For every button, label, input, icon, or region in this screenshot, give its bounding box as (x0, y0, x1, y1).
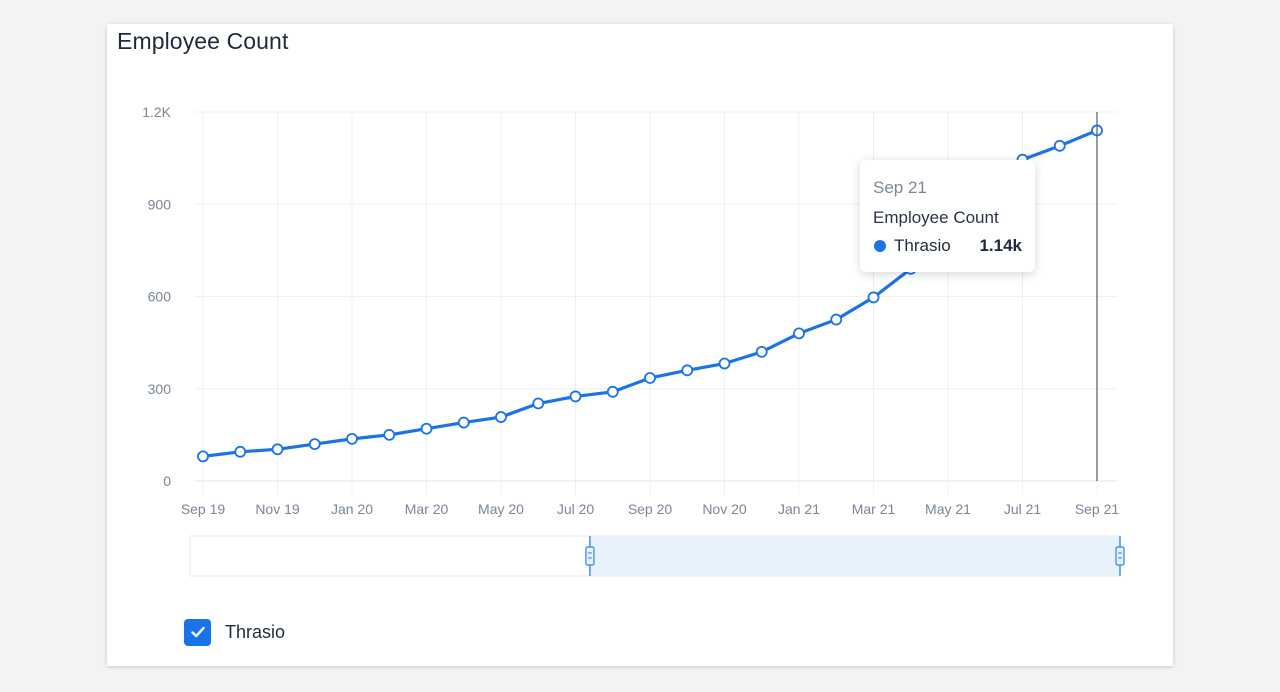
data-point (346, 432, 358, 445)
x-tick-label: Nov 20 (702, 501, 747, 517)
data-point (755, 345, 768, 358)
x-axis: Sep 19 Nov 19 Jan 20 Mar 20 May 20 Jul 20 Sep … (181, 501, 1120, 517)
tooltip-value: 1.14k (979, 236, 1022, 255)
data-point (234, 445, 247, 458)
y-axis: 0 300 600 900 1.2K (142, 104, 171, 489)
data-point (793, 327, 805, 340)
range-handle-end[interactable] (1115, 546, 1125, 566)
data-point (271, 443, 284, 456)
x-tick-label: May 20 (478, 501, 524, 517)
x-tick-label: Jan 20 (331, 501, 373, 517)
chart-card: Employee Count 0 300 600 900 1.2K Sep 19 Nov … (107, 24, 1173, 666)
x-tick-label: Jul 20 (557, 501, 595, 517)
data-point (532, 397, 545, 410)
x-tick-label: Sep 20 (628, 501, 673, 517)
chart-title: Employee Count (117, 28, 289, 54)
x-tick-label: Nov 19 (255, 501, 300, 517)
tooltip-series-dot (874, 240, 886, 252)
tooltip-metric: Employee Count (873, 208, 999, 227)
data-point (457, 416, 470, 429)
data-point (681, 364, 694, 377)
range-handle-start[interactable] (585, 546, 595, 566)
y-tick-label: 300 (148, 381, 172, 397)
legend-label: Thrasio (225, 621, 286, 642)
data-point (495, 411, 507, 423)
range-window (589, 536, 1120, 576)
y-tick-label: 1.2K (142, 104, 171, 120)
legend-checkbox-thrasio[interactable] (184, 618, 211, 646)
data-point (308, 438, 321, 451)
x-tick-label: Mar 21 (852, 501, 896, 517)
data-point (569, 390, 582, 403)
x-tick-label: May 21 (925, 501, 971, 517)
x-tick-label: Mar 20 (405, 501, 449, 517)
x-tick-label: Sep 19 (181, 501, 226, 517)
tooltip: Sep 21 Employee Count Thrasio 1.14k (860, 160, 1035, 272)
data-point (383, 428, 396, 441)
y-tick-label: 0 (163, 473, 171, 489)
line-chart: 0 300 600 900 1.2K Sep 19 Nov 19 Jan 20 Mar 20 M… (142, 104, 1125, 577)
tooltip-date: Sep 21 (873, 178, 927, 197)
x-tick-label: Jan 21 (778, 501, 820, 517)
data-point (718, 357, 731, 370)
data-point (420, 422, 433, 435)
data-point (197, 450, 209, 463)
checkmark-icon (190, 626, 205, 638)
legend: Thrasio (184, 618, 285, 646)
y-tick-label: 600 (148, 289, 172, 305)
data-point (606, 385, 619, 398)
tooltip-series-name: Thrasio (894, 236, 951, 255)
data-point (867, 291, 880, 304)
data-point (644, 372, 656, 384)
y-tick-label: 900 (148, 196, 172, 212)
x-tick-label: Jul 21 (1004, 501, 1042, 517)
data-point (1053, 139, 1066, 152)
data-point (830, 313, 843, 326)
x-tick-label: Sep 21 (1075, 501, 1120, 517)
grid (195, 111, 1117, 495)
range-selector[interactable] (189, 535, 1125, 577)
